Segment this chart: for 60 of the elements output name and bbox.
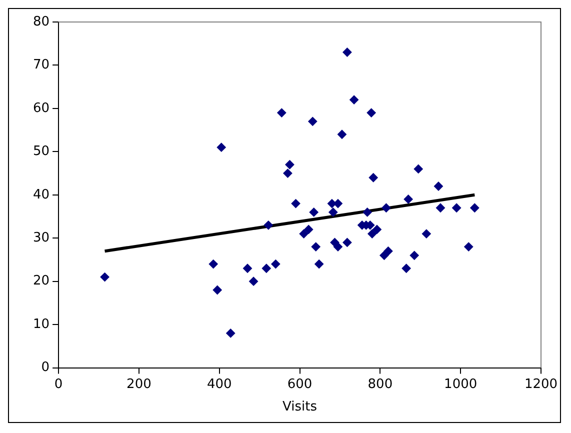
point: [249, 276, 258, 286]
point: [262, 264, 271, 273]
x-tick-label: 1200: [524, 376, 558, 392]
y-tick-label: 50: [32, 144, 50, 160]
point: [422, 229, 431, 238]
point: [464, 242, 474, 252]
point: [277, 108, 286, 118]
point: [304, 224, 314, 234]
point: [308, 116, 318, 126]
x-tick-label: 200: [126, 376, 152, 392]
point: [362, 208, 372, 217]
point: [283, 168, 292, 178]
x-axis-title: Visits: [282, 400, 318, 415]
x-tick-label: 0: [54, 376, 63, 392]
point: [436, 203, 445, 212]
point: [216, 142, 226, 152]
point: [368, 173, 378, 182]
x-tick-label: 800: [368, 376, 393, 392]
point: [309, 208, 318, 217]
point: [299, 229, 308, 238]
point: [470, 203, 480, 212]
y-tick-label: 30: [32, 230, 50, 246]
y-tick-label: 80: [32, 14, 50, 30]
point: [350, 95, 359, 104]
point: [414, 164, 423, 174]
point: [226, 328, 236, 338]
x-tick-label: 1000: [444, 376, 478, 392]
point: [342, 238, 352, 247]
point: [372, 224, 382, 234]
point: [328, 208, 338, 217]
point: [212, 285, 222, 294]
y-tick-label: 0: [41, 360, 50, 376]
point: [271, 260, 280, 269]
point: [314, 260, 324, 269]
point: [382, 203, 391, 212]
point: [291, 199, 300, 208]
point: [368, 229, 377, 238]
point: [452, 203, 462, 212]
y-tick-label: 20: [32, 274, 50, 289]
point: [333, 242, 342, 252]
point: [208, 260, 218, 269]
point: [384, 246, 393, 256]
point: [100, 272, 110, 282]
point: [243, 264, 252, 273]
point: [366, 108, 376, 118]
point: [337, 130, 346, 139]
point: [342, 48, 352, 57]
point: [311, 242, 320, 252]
y-tick-label: 40: [32, 187, 50, 202]
point: [410, 250, 419, 260]
y-tick-label: 60: [32, 100, 50, 116]
point: [434, 182, 443, 191]
x-tick-label: 400: [206, 376, 232, 392]
point: [264, 220, 273, 230]
point: [404, 194, 413, 204]
y-tick-label: 70: [32, 58, 50, 73]
point: [285, 160, 294, 170]
point: [402, 264, 411, 273]
y-tick-label: 10: [32, 316, 50, 332]
x-tick-label: 600: [287, 376, 312, 392]
